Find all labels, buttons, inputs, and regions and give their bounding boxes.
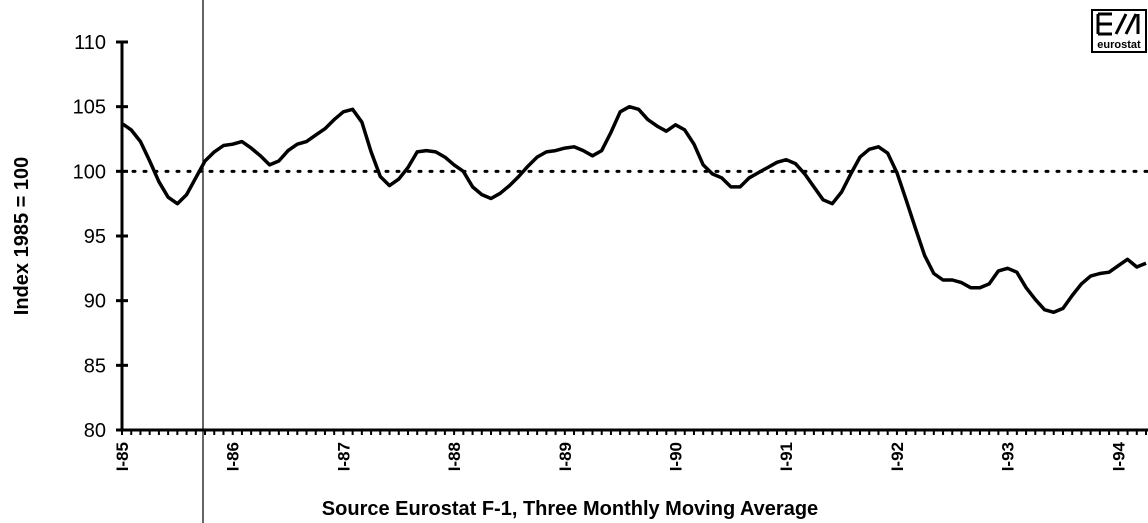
logo: eurostat <box>1091 9 1147 53</box>
y-tick-label: 95 <box>84 226 106 248</box>
x-tick-label: I-94 <box>1109 441 1128 471</box>
y-axis-label: Index 1985 = 100 <box>11 157 33 315</box>
y-tick-label: 110 <box>74 32 106 54</box>
x-tick-label: I-86 <box>224 442 243 471</box>
y-tick-label: 100 <box>73 161 106 183</box>
x-tick-label: I-85 <box>113 442 132 471</box>
y-tick-label: 85 <box>84 355 106 377</box>
logo-mark <box>1096 12 1140 36</box>
x-axis-label: Source Eurostat F-1, Three Monthly Movin… <box>322 498 818 520</box>
y-tick-label: 105 <box>73 97 106 119</box>
y-tick-label: 80 <box>84 420 106 442</box>
x-tick-label: I-88 <box>445 442 464 471</box>
logo-text: eurostat <box>1097 39 1141 51</box>
x-tick-label: I-87 <box>334 442 353 471</box>
y-tick-label: 90 <box>84 291 106 313</box>
x-tick-label: I-91 <box>777 442 796 471</box>
x-tick-label: I-92 <box>888 442 907 471</box>
data-line <box>121 104 1147 315</box>
x-tick-label: I-89 <box>556 442 575 471</box>
x-tick-label: I-90 <box>667 442 686 471</box>
logo-frame <box>1091 9 1147 53</box>
x-tick-label: I-93 <box>999 442 1018 471</box>
